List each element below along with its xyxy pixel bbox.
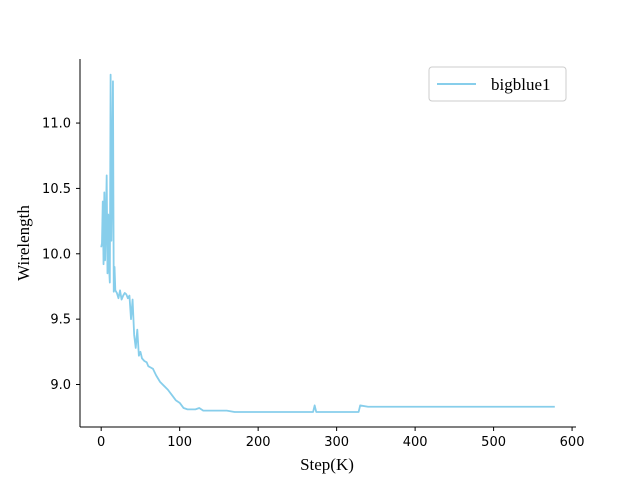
y-tick-label: 10.5 (42, 182, 71, 197)
x-axis-label: Step(K) (300, 455, 354, 474)
x-tick-label: 300 (324, 435, 349, 450)
x-tick-label: 100 (167, 435, 192, 450)
x-tick-label: 600 (560, 435, 585, 450)
y-tick-label: 9.0 (50, 378, 71, 393)
x-tick-label: 400 (403, 435, 428, 450)
y-tick-label: 9.5 (50, 313, 71, 328)
legend: bigblue1 (428, 66, 567, 102)
x-tick-label: 0 (97, 435, 105, 450)
legend-box (428, 66, 567, 102)
x-tick-label: 500 (481, 435, 506, 450)
ticks-layer: 0 100 200 300 400 500 600 9.0 9.5 10.0 10.5 11.0 (42, 117, 584, 450)
y-tick-label: 10.0 (42, 247, 71, 262)
series-line-bigblue1 (100, 73, 555, 413)
legend-label: bigblue1 (491, 75, 551, 94)
y-axis-label: Wirelength (14, 205, 33, 281)
y-tick-label: 11.0 (42, 117, 71, 132)
series-layer (100, 73, 555, 413)
x-tick-label: 200 (246, 435, 271, 450)
